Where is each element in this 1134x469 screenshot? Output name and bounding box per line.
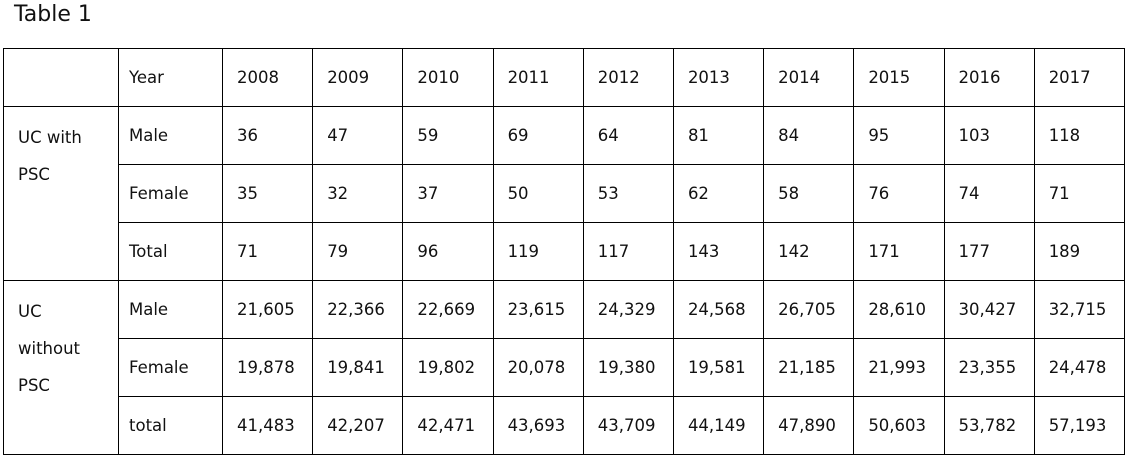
value-cell: 50 — [492, 164, 584, 223]
header-row: Year 2008 2009 2010 2011 2012 2013 2014 2015 2016… — [3, 48, 1126, 107]
group-label: UC with PSC — [3, 106, 119, 281]
value-cell: 117 — [582, 222, 674, 281]
data-row: total 41,483 42,207 42,471 43,693 43,709 44,14… — [4, 396, 1126, 455]
value-cell: 42,471 — [402, 396, 494, 455]
value-cell: 21,185 — [763, 338, 855, 397]
empty-cell — [3, 48, 119, 107]
year-cell: 2009 — [312, 48, 404, 107]
year-cell: 2016 — [943, 48, 1035, 107]
value-cell: 64 — [582, 106, 674, 165]
row-label: Male — [118, 280, 223, 339]
value-cell: 57,193 — [1033, 396, 1126, 455]
data-row: Female 35 32 37 50 53 62 58 76 74 71 — [4, 164, 1126, 223]
year-cell: 2014 — [763, 48, 855, 107]
value-cell: 171 — [853, 222, 945, 281]
value-cell: 44,149 — [672, 396, 765, 455]
value-cell: 69 — [492, 106, 584, 165]
value-cell: 41,483 — [221, 396, 314, 455]
value-cell: 43,709 — [582, 396, 674, 455]
row-label: Female — [118, 338, 223, 397]
row-label: Total — [118, 222, 223, 281]
value-cell: 81 — [672, 106, 765, 165]
value-cell: 23,615 — [492, 280, 584, 339]
value-cell: 142 — [763, 222, 855, 281]
header-cell: Year — [118, 48, 223, 107]
year-cell: 2013 — [672, 48, 765, 107]
value-cell: 28,610 — [853, 280, 945, 339]
value-cell: 177 — [943, 222, 1035, 281]
year-cell: 2008 — [221, 48, 314, 107]
value-cell: 76 — [853, 164, 945, 223]
value-cell: 21,993 — [853, 338, 945, 397]
value-cell: 19,802 — [402, 338, 494, 397]
table-title: Table 1 — [14, 2, 92, 27]
data-row: UC without PSC Male 21,605 22,366 22,669 23,6… — [3, 280, 1126, 455]
value-cell: 103 — [943, 106, 1035, 165]
data-row: Total 71 79 96 119 117 143 142 171 177 189 — [4, 222, 1126, 281]
value-cell: 32 — [312, 164, 404, 223]
data-row: Female 19,878 19,841 19,802 20,078 19,380 19,5… — [4, 338, 1126, 397]
value-cell: 35 — [221, 164, 314, 223]
value-cell: 19,878 — [221, 338, 314, 397]
value-cell: 84 — [763, 106, 855, 165]
value-cell: 19,380 — [582, 338, 674, 397]
value-cell: 19,581 — [672, 338, 765, 397]
value-cell: 47,890 — [763, 396, 855, 455]
value-cell: 119 — [492, 222, 584, 281]
value-cell: 21,605 — [221, 280, 314, 339]
value-cell: 143 — [672, 222, 765, 281]
row-label: Female — [118, 164, 223, 223]
value-cell: 19,841 — [312, 338, 404, 397]
value-cell: 74 — [943, 164, 1035, 223]
value-cell: 50,603 — [853, 396, 945, 455]
value-cell: 189 — [1033, 222, 1126, 281]
value-cell: 53 — [582, 164, 674, 223]
value-cell: 96 — [402, 222, 494, 281]
year-cell: 2010 — [402, 48, 494, 107]
year-cell: 2011 — [492, 48, 584, 107]
data-row: UC with PSC Male 36 47 59 69 64 81 84 95 103 118 — [3, 106, 1126, 281]
value-cell: 42,207 — [312, 396, 404, 455]
group-label: UC without PSC — [3, 280, 119, 455]
value-cell: 24,329 — [582, 280, 674, 339]
row-label: total — [118, 396, 223, 455]
table-body: Year 2008 2009 2010 2011 2012 2013 2014 2015 2016… — [3, 48, 1126, 455]
value-cell: 22,366 — [312, 280, 404, 339]
value-cell: 43,693 — [492, 396, 584, 455]
value-cell: 118 — [1033, 106, 1126, 165]
value-cell: 95 — [853, 106, 945, 165]
value-cell: 24,478 — [1033, 338, 1126, 397]
value-cell: 22,669 — [402, 280, 494, 339]
year-cell: 2017 — [1033, 48, 1126, 107]
value-cell: 30,427 — [943, 280, 1035, 339]
data-table: Year 2008 2009 2010 2011 2012 2013 2014 2015 2016… — [3, 48, 1126, 455]
value-cell: 24,568 — [672, 280, 765, 339]
value-cell: 59 — [402, 106, 494, 165]
year-cell: 2015 — [853, 48, 945, 107]
value-cell: 58 — [763, 164, 855, 223]
value-cell: 37 — [402, 164, 494, 223]
value-cell: 71 — [1033, 164, 1126, 223]
value-cell: 47 — [312, 106, 404, 165]
value-cell: 71 — [221, 222, 314, 281]
value-cell: 79 — [312, 222, 404, 281]
value-cell: 36 — [221, 106, 314, 165]
row-label: Male — [118, 106, 223, 165]
value-cell: 23,355 — [943, 338, 1035, 397]
value-cell: 20,078 — [492, 338, 584, 397]
value-cell: 53,782 — [943, 396, 1035, 455]
value-cell: 32,715 — [1033, 280, 1126, 339]
value-cell: 26,705 — [763, 280, 855, 339]
year-cell: 2012 — [582, 48, 674, 107]
value-cell: 62 — [672, 164, 765, 223]
